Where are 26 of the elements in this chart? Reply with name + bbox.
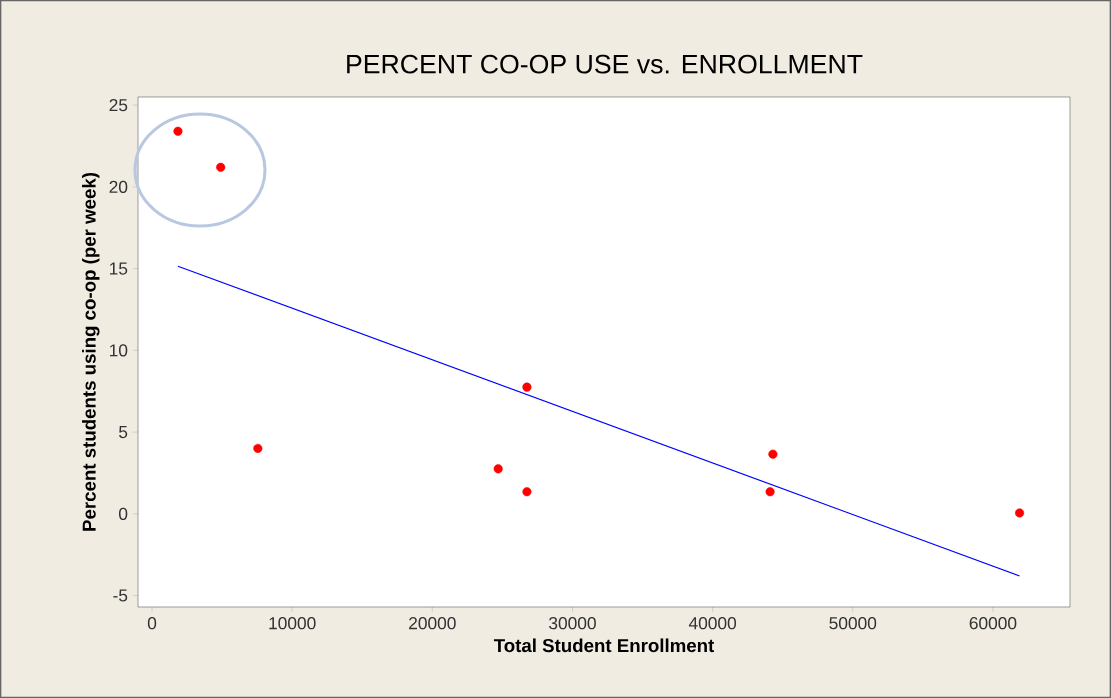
y-tick-label: 20: [109, 180, 128, 194]
x-tick-label: 10000: [269, 617, 316, 630]
point: [522, 382, 532, 392]
y-tick-label: 5: [119, 426, 128, 439]
y-tick-label: 25: [109, 99, 128, 112]
x-tick-label: 50000: [829, 617, 877, 630]
y-tick-label: -5: [113, 589, 128, 602]
x-tick-label: 20000: [409, 617, 456, 630]
point: [768, 449, 778, 459]
point: [216, 162, 226, 172]
point: [253, 443, 263, 453]
y-axis-title: Percent students using co-op (per week): [82, 172, 100, 531]
y-tick-label: 15: [110, 262, 128, 275]
point: [765, 487, 775, 497]
x-tick-label: 30000: [549, 617, 596, 630]
point: [493, 464, 503, 474]
chart-title: PERCENT CO-OP USE vs. ENROLLMENT: [347, 54, 863, 74]
point: [1015, 508, 1025, 518]
point: [522, 487, 532, 497]
x-tick-label: 40000: [688, 617, 737, 630]
y-tick-label: 0: [118, 507, 128, 520]
x-axis-title: Total Student Enrollment: [493, 638, 715, 653]
y-tick-label: 10: [110, 344, 128, 357]
x-tick-label: 0: [147, 617, 157, 630]
point: [173, 126, 183, 136]
x-tick-label: 60000: [969, 617, 1017, 630]
